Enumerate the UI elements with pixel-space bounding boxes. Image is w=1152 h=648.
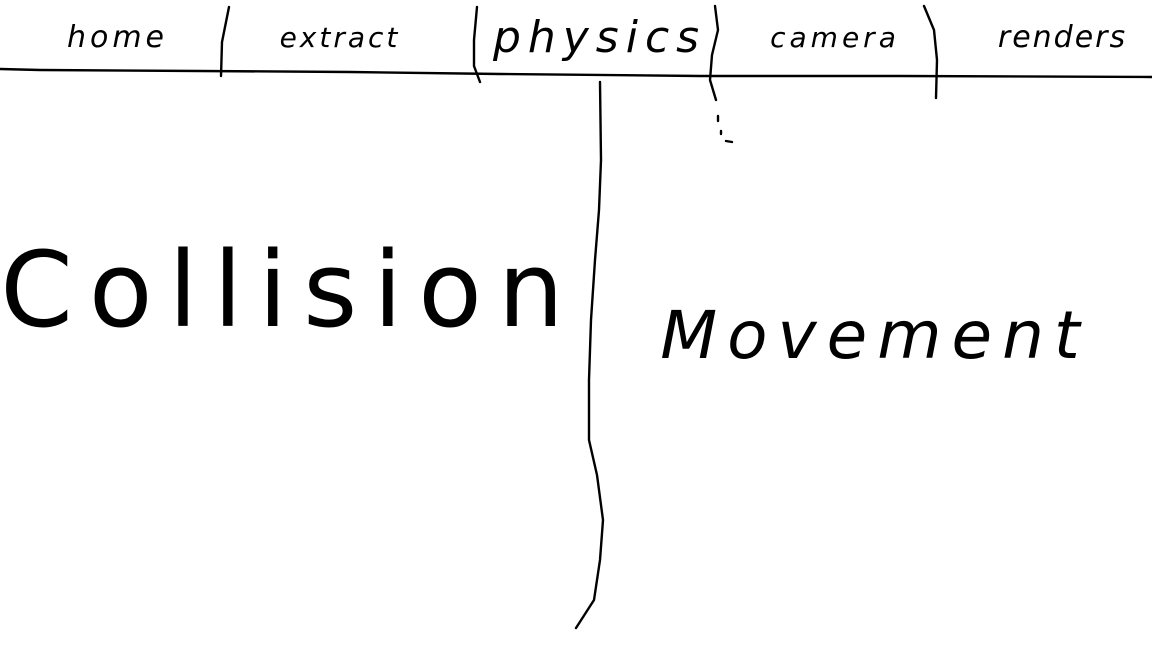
stray-mark: [716, 114, 734, 144]
tab-home[interactable]: home: [66, 19, 169, 55]
tab-renders[interactable]: renders: [997, 19, 1128, 55]
tab-bar: home extract physics camera renders: [0, 0, 1152, 76]
tab-physics[interactable]: physics: [492, 11, 707, 63]
movement-panel-title: Movement: [660, 296, 1090, 374]
collision-panel[interactable]: Collision: [0, 200, 564, 380]
tab-extract[interactable]: extract: [279, 20, 401, 54]
tab-camera[interactable]: camera: [770, 20, 900, 54]
movement-panel[interactable]: Movement: [620, 270, 1130, 400]
collision-panel-title: Collision: [0, 229, 580, 351]
content-divider: [574, 80, 605, 630]
